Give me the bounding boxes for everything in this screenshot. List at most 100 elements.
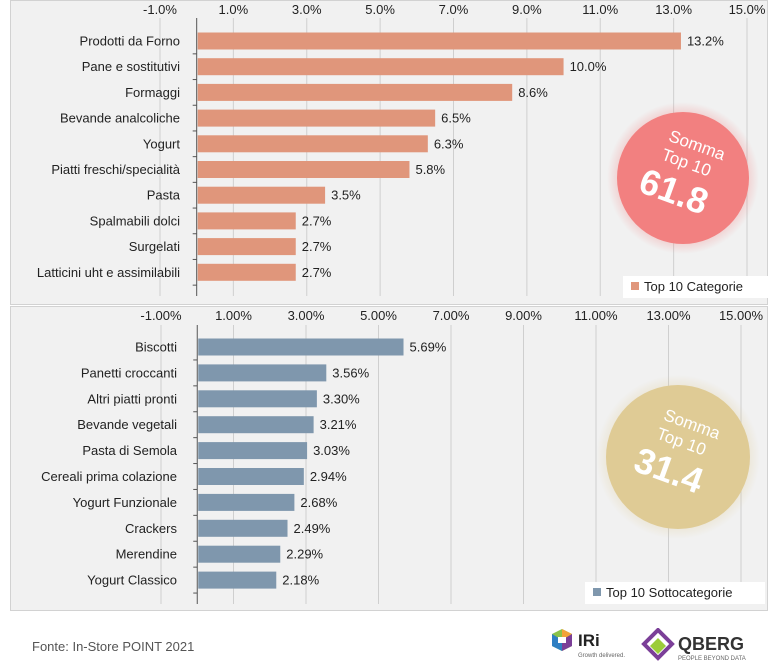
x-tick-label: 5.0% xyxy=(365,2,395,17)
x-tick-label: 15.0% xyxy=(729,2,766,17)
data-label: 2.49% xyxy=(294,521,331,536)
category-label: Yogurt Classico xyxy=(87,573,177,588)
data-label: 3.03% xyxy=(313,443,350,458)
x-tick-label: 3.00% xyxy=(288,308,325,323)
data-label: 2.29% xyxy=(286,547,323,562)
bar xyxy=(197,238,296,256)
bar xyxy=(198,338,404,356)
category-label: Pasta xyxy=(147,188,181,203)
x-tick-label: 9.0% xyxy=(512,2,542,17)
top-categories-chart: -1.0% 1.0% 3.0% 5.0% 7.0% 9.0% 11.0% 13.0% 15.0%… xyxy=(37,2,769,298)
data-label: 13.2% xyxy=(687,34,724,49)
bar xyxy=(198,468,304,485)
data-label: 3.56% xyxy=(332,365,369,380)
x-tick-label: 1.0% xyxy=(219,2,249,17)
data-label: 5.8% xyxy=(415,162,445,177)
badge-circle xyxy=(617,112,749,244)
category-label: Yogurt xyxy=(143,136,180,151)
x-tick-label: 7.0% xyxy=(439,2,469,17)
category-label: Bevande analcoliche xyxy=(60,111,180,126)
category-label: Pasta di Semola xyxy=(82,443,177,458)
top-categories-panel: -1.0% 1.0% 3.0% 5.0% 7.0% 9.0% 11.0% 13.0% 15.0%… xyxy=(10,0,769,305)
data-label: 3.5% xyxy=(331,188,361,203)
data-label: 2.7% xyxy=(302,239,332,254)
badge-circle xyxy=(606,385,750,529)
bar xyxy=(197,186,326,204)
bar xyxy=(197,32,681,50)
legend-box xyxy=(585,582,765,604)
category-label: Panetti croccanti xyxy=(81,365,177,380)
category-label: Prodotti da Forno xyxy=(80,34,180,49)
bar xyxy=(198,571,277,589)
x-tick-label: 3.0% xyxy=(292,2,322,17)
x-tick-label: 9.00% xyxy=(505,308,542,323)
data-label: 2.7% xyxy=(302,213,332,228)
legend-box xyxy=(623,276,769,298)
iri-logo-icon: IRi Growth delivered. xyxy=(552,629,625,659)
data-label: 6.5% xyxy=(441,111,471,126)
bar xyxy=(197,263,296,281)
data-label: 5.69% xyxy=(410,340,447,355)
x-tick-label: 13.0% xyxy=(655,2,692,17)
x-tick-label: 11.00% xyxy=(574,308,618,323)
category-label: Altri piatti pronti xyxy=(87,391,177,406)
qberg-logo: QBERG PEOPLE BEYOND DATA xyxy=(640,627,760,671)
bar xyxy=(197,161,410,178)
x-tick-label: 7.00% xyxy=(433,308,470,323)
category-label: Latticini uht e assimilabili xyxy=(37,265,180,280)
category-label: Yogurt Funzionale xyxy=(73,495,177,510)
category-label: Spalmabili dolci xyxy=(90,213,180,228)
category-label: Crackers xyxy=(125,521,178,536)
category-label: Surgelati xyxy=(129,239,180,254)
bar xyxy=(198,442,308,460)
category-label: Merendine xyxy=(116,547,177,562)
data-label: 3.30% xyxy=(323,391,360,406)
iri-logo: IRi Growth delivered. xyxy=(548,628,628,667)
bar xyxy=(197,135,428,153)
data-label: 3.21% xyxy=(320,417,357,432)
x-tick-label: 1.00% xyxy=(215,308,252,323)
legend-label: Top 10 Sottocategorie xyxy=(606,585,732,600)
data-label: 2.68% xyxy=(300,495,337,510)
iri-logo-text: IRi xyxy=(578,631,600,650)
qberg-logo-icon: QBERG PEOPLE BEYOND DATA xyxy=(641,627,746,662)
top-subcategories-panel: -1.00% 1.00% 3.00% 5.00% 7.00% 9.00% 11.00% 13.… xyxy=(10,306,768,611)
bar xyxy=(197,212,296,230)
bar xyxy=(198,364,327,382)
bar xyxy=(197,109,436,127)
x-tick-label: -1.0% xyxy=(143,2,177,17)
category-label: Formaggi xyxy=(125,85,180,100)
data-label: 10.0% xyxy=(570,59,607,74)
qberg-logo-text: QBERG xyxy=(678,634,744,654)
legend-label: Top 10 Categorie xyxy=(644,279,743,294)
iri-logo-tagline: Growth delivered. xyxy=(578,653,625,659)
category-label: Bevande vegetali xyxy=(77,417,177,432)
legend: Top 10 Sottocategorie xyxy=(585,582,765,604)
data-label: 2.18% xyxy=(282,573,319,588)
qberg-logo-tagline: PEOPLE BEYOND DATA xyxy=(678,656,746,662)
x-tick-label: 13.00% xyxy=(646,308,691,323)
bar xyxy=(198,416,314,434)
bar xyxy=(197,83,513,101)
bar xyxy=(198,519,288,537)
category-label: Pane e sostitutivi xyxy=(82,59,180,74)
x-tick-label: 15.00% xyxy=(719,308,764,323)
legend-swatch xyxy=(631,282,639,290)
top-subcategories-chart: -1.00% 1.00% 3.00% 5.00% 7.00% 9.00% 11.00% 13.… xyxy=(41,308,765,604)
bar xyxy=(197,58,564,76)
legend-swatch xyxy=(593,588,601,596)
data-label: 2.7% xyxy=(302,265,332,280)
legend: Top 10 Categorie xyxy=(623,276,769,298)
x-tick-label: 5.00% xyxy=(360,308,397,323)
data-label: 6.3% xyxy=(434,136,464,151)
x-tick-label: 11.0% xyxy=(582,2,618,17)
bar xyxy=(198,493,295,511)
category-label: Piatti freschi/specialità xyxy=(51,162,180,177)
category-label: Biscotti xyxy=(135,340,177,355)
bar xyxy=(198,390,317,408)
data-label: 8.6% xyxy=(518,85,548,100)
source-note: Fonte: In-Store POINT 2021 xyxy=(32,639,195,654)
category-label: Cereali prima colazione xyxy=(41,469,177,484)
